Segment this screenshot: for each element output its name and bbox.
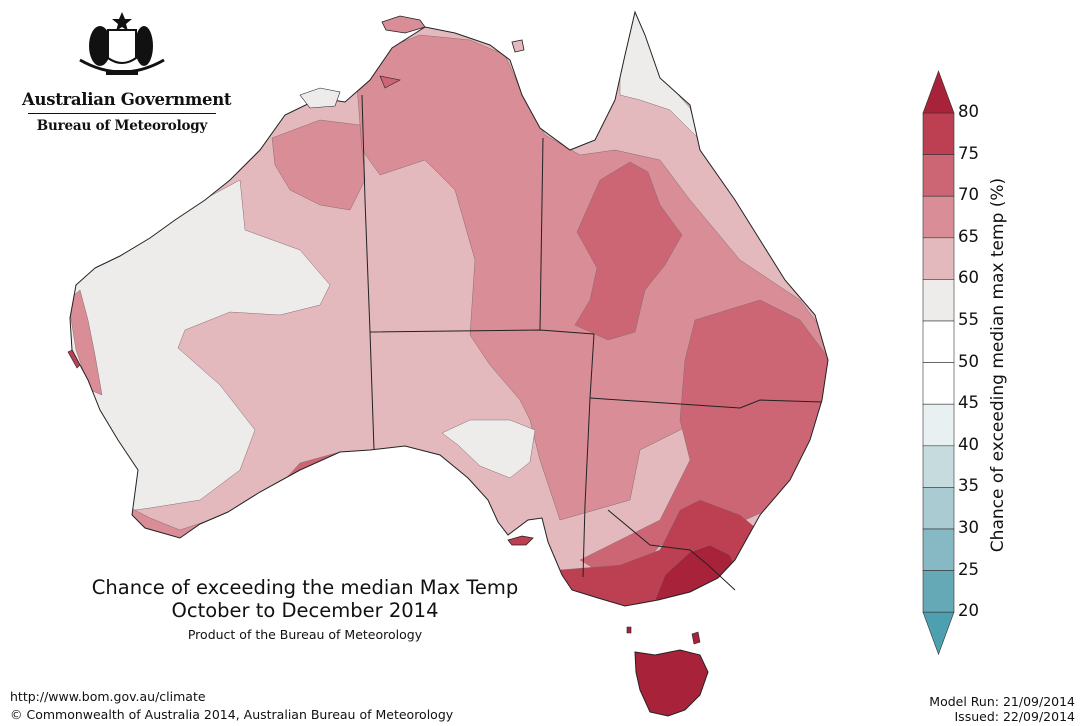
legend-tick-35: 35 — [958, 476, 979, 496]
state-borders — [361, 94, 823, 591]
footer-issued: Issued: 22/09/2014 — [954, 709, 1076, 724]
flinders-island — [691, 631, 701, 645]
legend-arrow-bottom — [922, 611, 955, 656]
zone-west-coast-65 — [70, 289, 103, 396]
map-title-line2: October to December 2014 — [171, 599, 439, 622]
legend-tick-20: 20 — [958, 601, 979, 621]
border-wa — [361, 94, 375, 451]
footer-url: http://www.bom.gov.au/climate — [10, 689, 206, 704]
kangaroo-island — [507, 535, 534, 546]
government-name: Australian Government — [22, 90, 232, 109]
legend-tick-65: 65 — [958, 226, 979, 246]
king-island — [626, 626, 632, 634]
legend-colorbar — [922, 70, 955, 656]
legend-tick-60: 60 — [958, 268, 979, 288]
map-subtitle: Product of the Bureau of Meteorology — [187, 627, 423, 642]
legend-band-45-50 — [922, 362, 955, 405]
legend-arrow-top — [922, 70, 955, 114]
logo-block: Australian Government Bureau of Meteorol… — [22, 88, 232, 134]
agency-name: Bureau of Meteorology — [36, 118, 208, 134]
legend-tick-30: 30 — [958, 518, 979, 537]
footer-copyright: © Commonwealth of Australia 2014, Austra… — [10, 707, 454, 722]
australia-mainland — [69, 11, 829, 607]
map-title-line1: Chance of exceeding the median Max Temp — [91, 576, 519, 599]
legend-tick-55: 55 — [958, 310, 979, 329]
border-qld-nsw — [589, 397, 823, 409]
legend-band-30-35 — [922, 487, 955, 530]
zone-sa-gulf-55 — [441, 419, 536, 479]
legend-band-35-40 — [922, 445, 955, 488]
legend-band-40-45 — [922, 403, 955, 447]
legend-band-25-30 — [922, 528, 955, 571]
legend-band-60-65 — [922, 237, 955, 280]
crest — [79, 12, 165, 75]
border-sa-east — [582, 397, 591, 578]
border-qld-sa — [589, 333, 595, 399]
zone-east-70 — [579, 299, 828, 573]
crest-scroll — [106, 70, 138, 75]
crest-emu — [135, 26, 153, 66]
legend-band-75-80 — [922, 112, 955, 155]
legend-tick-25: 25 — [958, 559, 979, 579]
dirk-hartog-island — [67, 349, 81, 369]
legend-band-50-55 — [922, 320, 955, 363]
legend-tick-80: 80 — [958, 102, 979, 121]
logo-rule — [28, 113, 216, 114]
zone-qld-west-70 — [574, 161, 683, 341]
groote-eylandt — [511, 39, 525, 53]
tiwi-islands — [381, 15, 426, 34]
border-nt-qld — [539, 137, 544, 331]
legend-tick-45: 45 — [958, 393, 979, 413]
border-nsw-vic — [607, 509, 736, 591]
legend-tick-70: 70 — [958, 185, 979, 205]
islands — [67, 15, 709, 717]
legend-band-55-60 — [922, 279, 955, 322]
footer-model-run: Model Run: 21/09/2014 — [929, 694, 1075, 709]
legend-tick-40: 40 — [958, 434, 979, 454]
zone-kimberley-65 — [271, 119, 366, 211]
legend-band-65-70 — [922, 195, 955, 239]
tasmania — [634, 649, 709, 717]
legend-tick-75: 75 — [958, 143, 979, 163]
north-west-cape-island — [299, 87, 341, 109]
crest-star — [112, 12, 132, 31]
melville-patch — [379, 75, 401, 89]
legend-tick-50: 50 — [958, 351, 979, 371]
legend-title-text: Chance of exceeding median max temp (%) — [988, 177, 1008, 553]
crest-kangaroo — [89, 26, 111, 66]
legend-band-70-75 — [922, 154, 955, 197]
legend-band-20-25 — [922, 570, 955, 613]
zone-west-55 — [70, 179, 331, 521]
crest-shield — [107, 29, 137, 64]
